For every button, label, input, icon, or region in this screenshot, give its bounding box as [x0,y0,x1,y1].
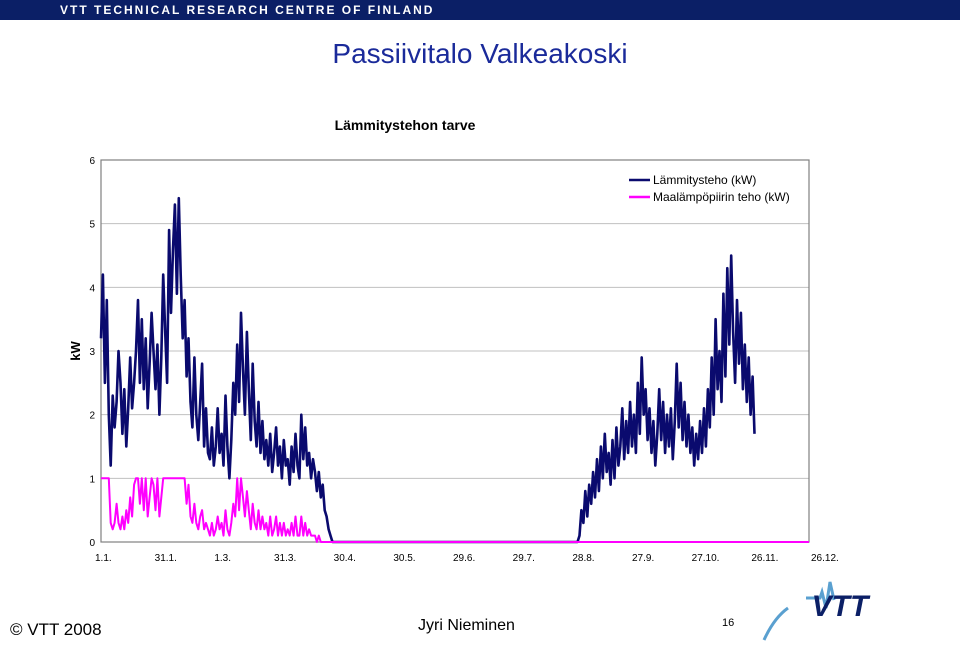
copyright-text: © VTT 2008 [10,620,102,639]
y-tick-label: 6 [89,156,95,167]
x-tick-label: 31.1. [155,553,177,564]
x-tick-label: 30.4. [334,553,356,564]
x-tick-label: 31.3. [274,553,296,564]
chart-title: Lämmitystehon tarve [335,117,476,133]
y-tick-label: 4 [89,283,95,294]
author-name: Jyri Nieminen [418,617,515,634]
legend-box [623,170,805,208]
logo-wordmark: VTT [812,590,871,623]
x-tick-label: 26.12. [811,553,839,564]
x-tick-label: 1.1. [95,553,112,564]
legend-label: Lämmitysteho (kW) [653,173,756,187]
logo-swoosh [762,606,789,641]
header-bar: VTT TECHNICAL RESEARCH CENTRE OF FINLAND [0,0,960,20]
x-tick-label: 27.10. [692,553,720,564]
heating-power-chart: Lämmitystehon tarve 0 1 2 3 4 5 6 kW 1.1. 31.1. 1.3… [68,117,839,564]
x-tick-label: 26.11. [751,553,778,564]
y-tick-label: 3 [89,347,95,358]
series-line-heating-power [99,196,756,544]
y-axis-label: kW [68,341,83,361]
legend-label: Maalämpöpiirin teho (kW) [653,190,790,204]
y-tick-label: 0 [89,538,95,549]
vtt-logo: VTT [762,581,871,641]
x-tick-label: 29.6. [453,553,475,564]
x-tick-label: 29.7. [513,553,535,564]
x-tick-label: 28.8. [572,553,594,564]
page-number: 16 [722,617,735,629]
organization-name: VTT TECHNICAL RESEARCH CENTRE OF FINLAND [60,3,435,17]
logo-signal-mark [806,581,836,609]
y-tick-label: 5 [89,220,95,231]
x-tick-label: 30.5. [393,553,415,564]
slide-title: Passiivitalo Valkeakoski [332,38,628,69]
y-tick-label: 1 [89,474,95,485]
series-line-ground-heat-circuit [101,477,809,543]
y-tick-label: 2 [89,411,95,422]
x-tick-label: 1.3. [214,553,231,564]
x-tick-label: 27.9. [632,553,654,564]
